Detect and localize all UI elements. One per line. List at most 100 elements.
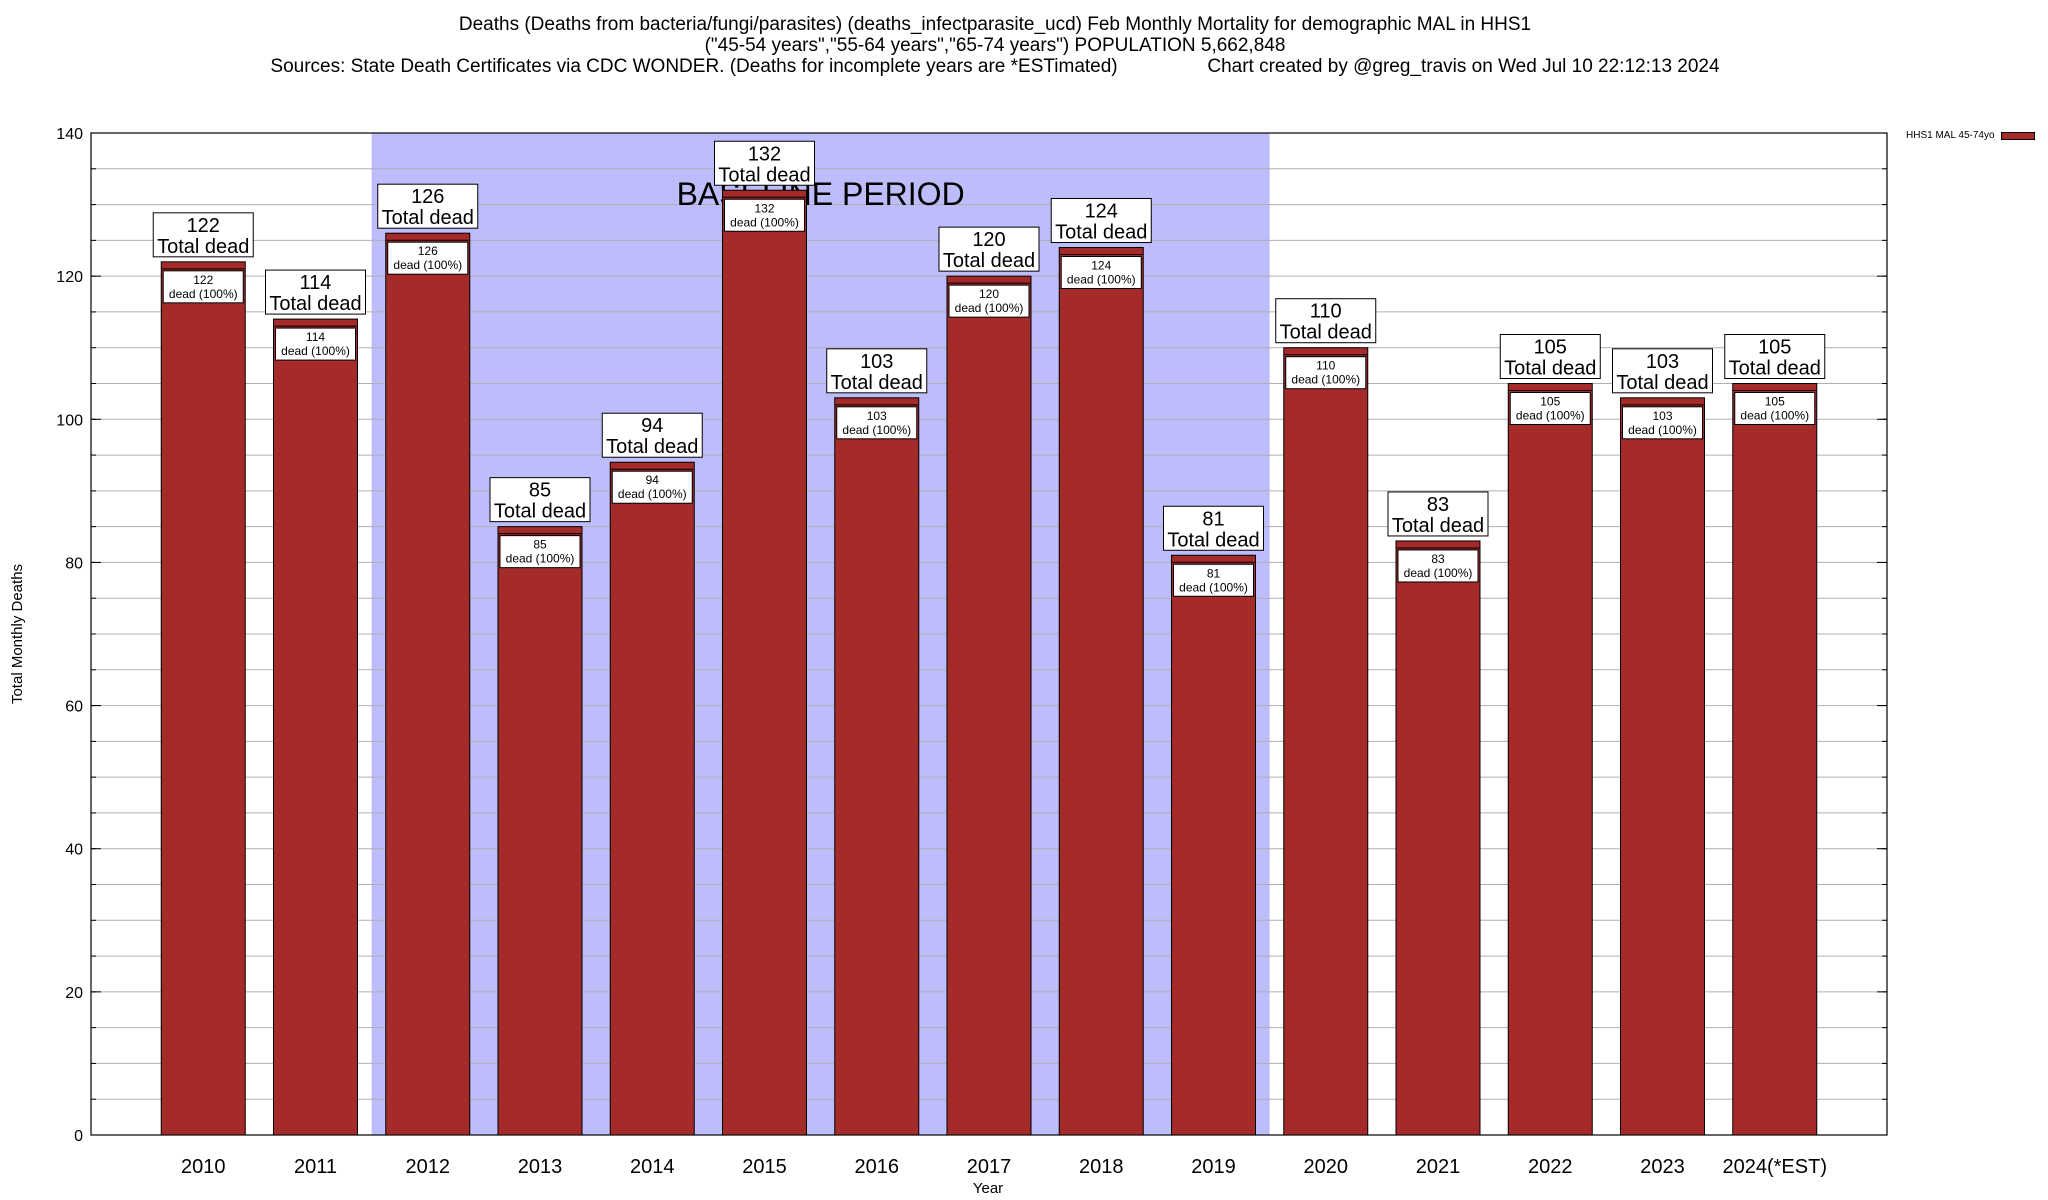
total-text-label: Total dead [494,501,586,523]
y-tick-label: 60 [65,699,83,716]
x-tick-label: 2019 [1191,1156,1236,1178]
total-text-label: Total dead [269,293,361,315]
bar [609,461,695,1136]
total-label-box [1387,491,1489,537]
inner-value-label: 94 [646,473,660,487]
bar [1732,383,1818,1136]
legend-label: HHS1 MAL 45-74yo [1906,130,1995,141]
total-text-label: Total dead [1616,372,1708,394]
total-text-label: Total dead [382,207,474,229]
x-tick-label: 2023 [1640,1156,1685,1178]
x-tick-label: 2015 [742,1156,787,1178]
inner-percent-label: dead (100%) [1179,580,1248,594]
inner-label-box [1285,356,1367,390]
inner-value-label: 83 [1431,552,1445,566]
inner-label-box [1622,406,1703,440]
bar [160,261,246,1136]
inner-label-box [275,327,356,361]
y-tick-label: 140 [56,126,83,143]
inner-percent-label: dead (100%) [506,552,575,566]
total-value-label: 105 [1534,337,1567,359]
y-tick-label: 80 [65,555,83,572]
total-text-label: Total dead [1167,529,1259,551]
title-line-1: Deaths (Deaths from bacteria/fungi/paras… [458,14,1532,35]
total-label-box [1275,298,1377,344]
inner-value-label: 85 [533,538,547,552]
inner-label-box [611,470,693,504]
bar [1283,347,1369,1136]
total-text-label: Total dead [943,250,1035,272]
y-axis-label: Total Monthly Deaths [9,564,26,704]
inner-label-box [162,270,244,304]
inner-label-box [836,406,918,440]
bar [497,526,583,1136]
total-label-box [1612,348,1713,394]
total-label-box [938,226,1040,272]
inner-value-label: 124 [1091,259,1111,273]
total-label-box [1163,505,1264,551]
total-label-box [826,348,928,394]
inner-value-label: 103 [1652,409,1672,423]
bar [834,397,920,1136]
inner-percent-label: dead (100%) [1404,566,1473,580]
total-text-label: Total dead [1392,515,1484,537]
inner-percent-label: dead (100%) [1067,273,1136,287]
x-tick-label: 2010 [181,1156,226,1178]
total-label-box [265,269,366,315]
inner-percent-label: dead (100%) [169,287,238,301]
bar [1507,383,1593,1136]
inner-label-box [387,241,469,275]
inner-percent-label: dead (100%) [955,301,1024,315]
bar [1171,554,1256,1136]
total-text-label: Total dead [1055,222,1147,244]
total-text-label: Total dead [157,236,249,258]
total-label-box [601,412,703,458]
bar [946,275,1032,1136]
total-value-label: 126 [411,186,444,208]
x-tick-label: 2014 [630,1156,675,1178]
chart-title: Deaths (Deaths from bacteria/fungi/paras… [0,14,1990,77]
y-tick-label: 100 [56,412,83,429]
x-tick-label: 2021 [1416,1156,1461,1178]
x-tick-label: 2018 [1079,1156,1124,1178]
inner-percent-label: dead (100%) [1740,409,1809,423]
total-value-label: 122 [187,215,220,237]
total-value-label: 124 [1085,201,1118,223]
inner-percent-label: dead (100%) [393,258,462,272]
total-value-label: 105 [1758,337,1791,359]
legend-swatch [2000,131,2035,140]
total-label-box [714,140,815,186]
x-tick-label: 2024(*EST) [1723,1156,1828,1178]
inner-label-box [724,198,805,232]
bar [385,232,471,1136]
x-tick-label: 2017 [967,1156,1012,1178]
inner-percent-label: dead (100%) [1291,373,1360,387]
inner-label-box [948,284,1030,318]
inner-percent-label: dead (100%) [618,487,687,501]
total-value-label: 103 [1646,351,1679,373]
total-value-label: 83 [1427,494,1449,516]
x-tick-label: 2016 [855,1156,900,1178]
total-value-label: 103 [860,351,893,373]
inner-percent-label: dead (100%) [1628,423,1697,437]
total-text-label: Total dead [1504,358,1596,380]
total-value-label: 120 [972,229,1005,251]
inner-value-label: 105 [1765,395,1785,409]
bar [1620,397,1705,1136]
x-tick-label: 2011 [294,1156,337,1178]
total-text-label: Total dead [831,372,923,394]
total-value-label: 110 [1310,301,1342,323]
bar [273,318,358,1136]
inner-label-box [499,535,581,569]
inner-value-label: 110 [1316,359,1335,373]
inner-label-box [1397,549,1479,583]
total-text-label: Total dead [1280,322,1372,344]
inner-value-label: 132 [754,201,774,215]
total-label-box [489,477,591,523]
title-line-2: ("45-54 years","55-64 years","65-74 year… [704,35,1286,56]
total-text-label: Total dead [718,164,810,186]
bar [1058,247,1144,1136]
inner-percent-label: dead (100%) [842,423,911,437]
x-tick-label: 2012 [406,1156,451,1178]
total-label-box [1050,198,1152,244]
